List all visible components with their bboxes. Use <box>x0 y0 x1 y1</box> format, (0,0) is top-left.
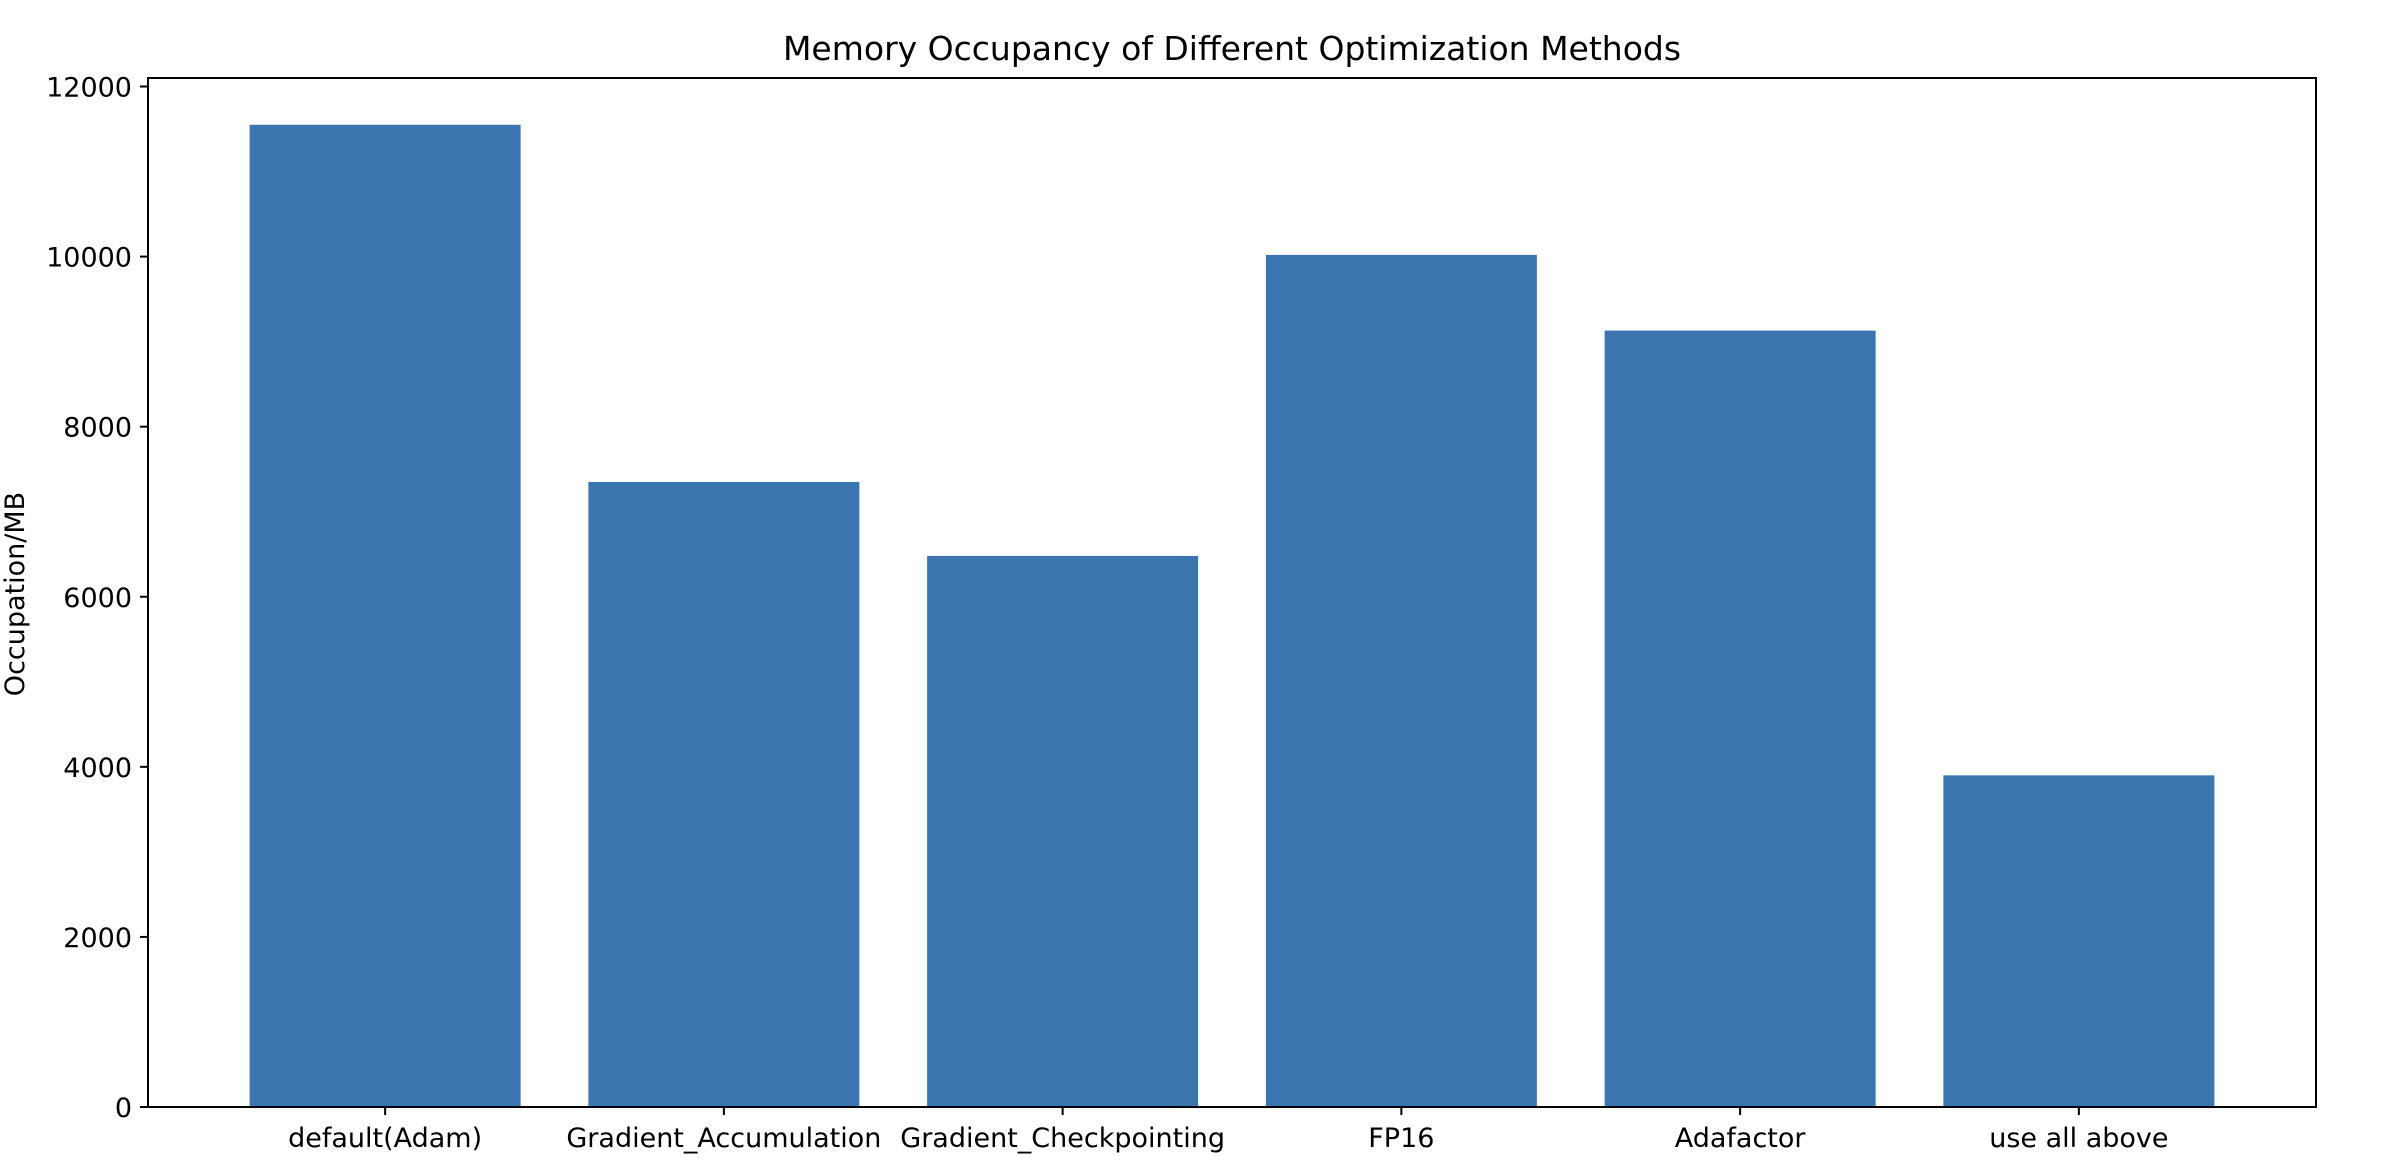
x-tick-label: default(Adam) <box>288 1123 482 1154</box>
y-tick-label: 4000 <box>63 753 132 784</box>
bar <box>927 555 1199 1107</box>
bar <box>249 124 521 1108</box>
bar <box>1604 330 1876 1107</box>
x-tick-label: Gradient_Accumulation <box>566 1123 881 1154</box>
bar <box>588 481 860 1107</box>
y-tick-label: 12000 <box>46 73 132 104</box>
y-tick-label: 2000 <box>63 923 132 954</box>
bar <box>1943 775 2215 1107</box>
y-axis-label: Occupation/MB <box>0 492 31 696</box>
x-axis-ticks: default(Adam) Gradient_Accumulation Gradie… <box>288 1107 2169 1154</box>
y-tick-label: 10000 <box>46 243 132 274</box>
y-tick-label: 6000 <box>63 583 132 614</box>
bar <box>1265 254 1537 1107</box>
x-tick-label: FP16 <box>1368 1123 1434 1154</box>
y-axis-ticks: 0 2000 4000 6000 8000 10000 12000 <box>46 73 148 1124</box>
x-tick-label: Adafactor <box>1675 1123 1807 1154</box>
x-tick-label: Gradient_Checkpointing <box>900 1123 1225 1154</box>
y-tick-label: 0 <box>115 1093 132 1124</box>
bars <box>249 124 2215 1108</box>
chart-title: Memory Occupancy of Different Optimizati… <box>783 29 1681 68</box>
x-tick-label: use all above <box>1989 1123 2168 1154</box>
y-tick-label: 8000 <box>63 413 132 444</box>
plot-frame <box>147 77 2317 1108</box>
